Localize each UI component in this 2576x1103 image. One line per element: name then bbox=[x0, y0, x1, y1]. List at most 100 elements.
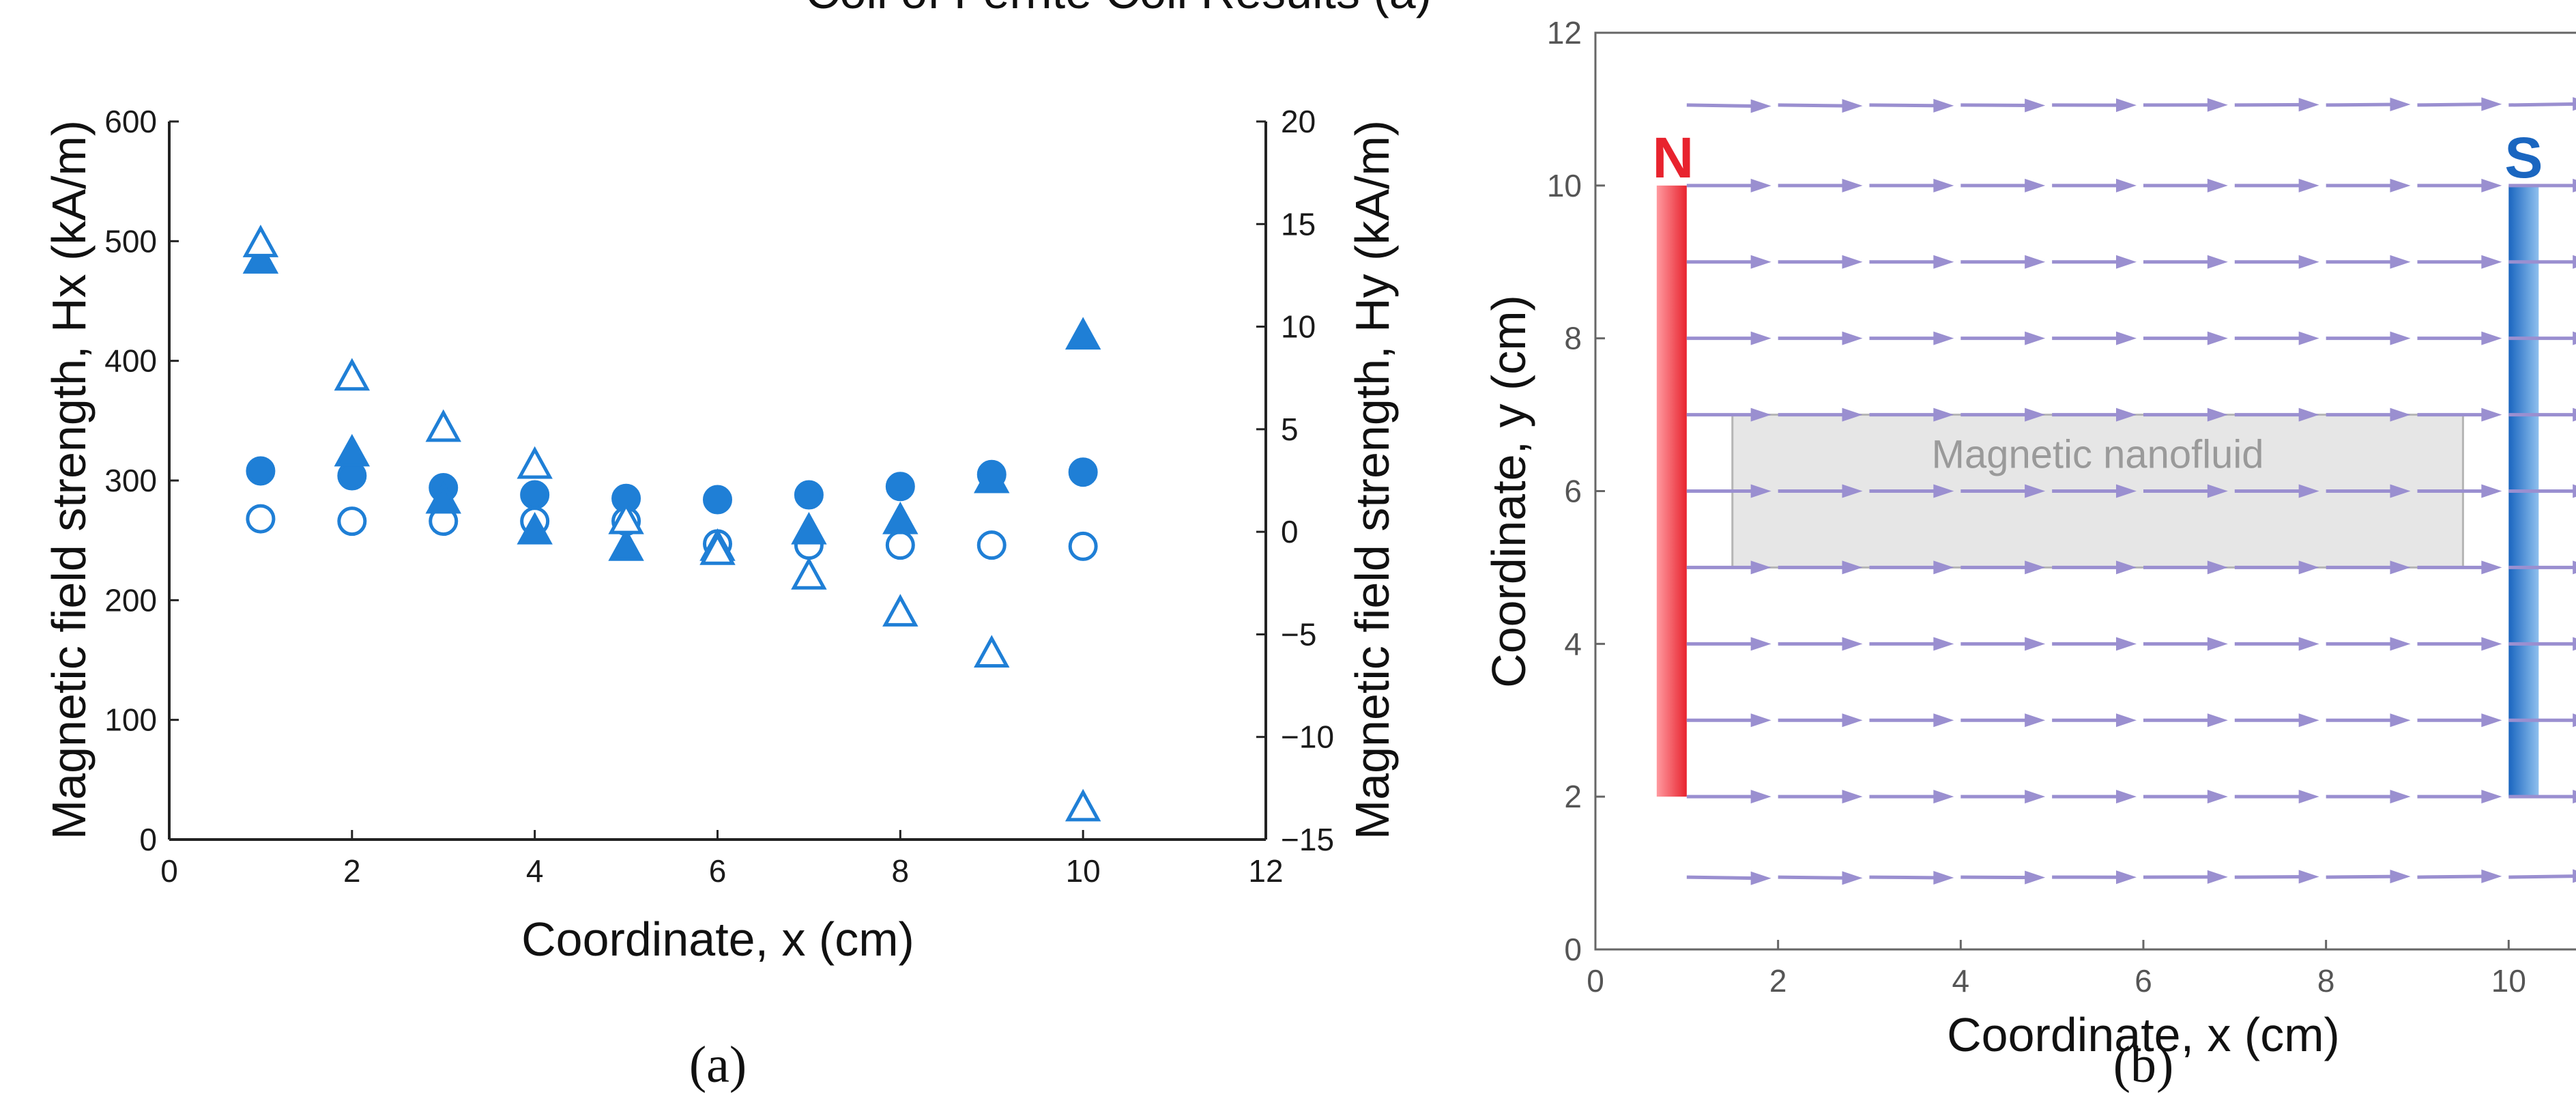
field-arrow bbox=[2052, 407, 2137, 422]
field-arrow bbox=[2052, 98, 2137, 113]
field-arrow bbox=[1686, 560, 1771, 575]
fluid-label: Magnetic nanofluid bbox=[1932, 433, 2264, 477]
b-x-tick-label: 2 bbox=[1769, 963, 1787, 999]
field-arrow bbox=[2052, 484, 2137, 498]
data-point-triangle bbox=[334, 433, 371, 467]
a-right-tick-label: −10 bbox=[1281, 719, 1334, 755]
data-point-circle bbox=[703, 485, 732, 515]
field-arrow bbox=[1960, 790, 2046, 804]
series-3 bbox=[242, 225, 1101, 822]
series-2 bbox=[242, 241, 1101, 561]
data-point-circle bbox=[794, 480, 824, 510]
field-arrow bbox=[2052, 713, 2137, 728]
data-point-triangle bbox=[974, 460, 1010, 493]
a-x-tick-label: 4 bbox=[526, 853, 544, 889]
field-arrow bbox=[1778, 99, 1863, 113]
field-arrow bbox=[1778, 484, 1863, 498]
data-point-circle bbox=[246, 456, 276, 486]
figure-title: Coil of Ferrite Coil Results (a) bbox=[805, 0, 1432, 18]
field-arrow bbox=[2326, 178, 2411, 192]
field-arrow bbox=[2234, 870, 2319, 884]
field-arrow bbox=[2052, 255, 2137, 269]
field-arrow bbox=[2052, 790, 2137, 804]
field-arrow bbox=[1778, 331, 1863, 345]
field-arrow bbox=[2326, 407, 2411, 422]
field-arrow bbox=[2234, 713, 2319, 728]
data-point-circle bbox=[520, 480, 550, 510]
field-arrow bbox=[2417, 97, 2502, 111]
field-arrow bbox=[1778, 255, 1863, 269]
panel-a-label: (a) bbox=[689, 1036, 747, 1093]
b-x-tick-label: 6 bbox=[2134, 963, 2152, 999]
field-arrow bbox=[2508, 790, 2576, 804]
panel-a: 0 2 4 6 8 10 12 0 100 200 300 400 500 600 −15 −10 −5 0 5 10… bbox=[42, 104, 1399, 1093]
field-arrow bbox=[2143, 98, 2228, 112]
b-x-tick-label: 0 bbox=[1587, 963, 1604, 999]
a-right-axis-label: Magnetic field strength, Hy (kA/m) bbox=[1346, 120, 1399, 840]
data-point-circle bbox=[1068, 457, 1098, 487]
field-arrow bbox=[1869, 713, 1954, 728]
field-arrow bbox=[2417, 637, 2502, 651]
b-y-tick-label: 8 bbox=[1564, 321, 1582, 356]
field-arrow bbox=[1869, 560, 1954, 575]
data-point-triangle bbox=[425, 481, 461, 514]
field-arrow bbox=[1686, 331, 1771, 345]
panel-b: Magnetic nanofluid NS 024681012024681012… bbox=[1482, 15, 2576, 1093]
field-arrow bbox=[1778, 178, 1863, 192]
field-arrow bbox=[1686, 637, 1771, 651]
field-arrow bbox=[1960, 407, 2046, 422]
field-arrow bbox=[2234, 560, 2319, 575]
a-left-tick-label: 400 bbox=[104, 343, 157, 379]
field-arrow bbox=[1778, 713, 1863, 728]
field-arrow bbox=[2417, 178, 2502, 192]
a-left-tick-label: 200 bbox=[104, 582, 157, 618]
a-marks bbox=[242, 225, 1101, 822]
field-arrow bbox=[2508, 407, 2576, 422]
data-point-circle bbox=[337, 506, 367, 536]
field-arrow bbox=[1686, 790, 1771, 804]
field-arrow bbox=[1869, 484, 1954, 498]
data-point-triangle bbox=[425, 409, 461, 442]
field-arrow bbox=[1686, 713, 1771, 728]
field-arrow bbox=[2234, 790, 2319, 804]
field-arrow bbox=[2052, 560, 2137, 575]
b-x-tick-label: 8 bbox=[2317, 963, 2335, 999]
data-point-circle bbox=[246, 504, 276, 534]
field-arrow bbox=[1778, 871, 1863, 885]
data-point-triangle bbox=[882, 594, 918, 627]
a-left-tick-label: 500 bbox=[104, 223, 157, 259]
field-arrow bbox=[2052, 637, 2137, 651]
field-arrow bbox=[2234, 255, 2319, 269]
field-arrow bbox=[2417, 407, 2502, 422]
b-x-tick-label: 4 bbox=[1952, 963, 1970, 999]
a-right-tick-label: 0 bbox=[1281, 514, 1299, 549]
data-point-triangle bbox=[1065, 317, 1101, 350]
a-left-tick-label: 600 bbox=[104, 104, 157, 139]
field-arrow bbox=[1869, 870, 1954, 885]
b-y-tick-label: 0 bbox=[1564, 932, 1582, 967]
field-arrow bbox=[2143, 255, 2228, 269]
field-arrow bbox=[1778, 790, 1863, 804]
field-arrow bbox=[1869, 255, 1954, 269]
data-point-triangle bbox=[882, 501, 918, 534]
field-arrow bbox=[1778, 407, 1863, 422]
field-arrow bbox=[2417, 560, 2502, 575]
a-right-tick-label: 20 bbox=[1281, 104, 1316, 139]
field-arrow bbox=[2234, 178, 2319, 192]
field-arrow bbox=[1960, 255, 2046, 269]
field-arrow bbox=[2326, 484, 2411, 498]
field-arrow bbox=[1869, 637, 1954, 651]
pole-s-label: S bbox=[2504, 126, 2543, 190]
field-arrow bbox=[2143, 637, 2228, 651]
field-arrow bbox=[1960, 560, 2046, 575]
field-arrow bbox=[2417, 331, 2502, 345]
field-arrow bbox=[2326, 790, 2411, 804]
field-arrow bbox=[1960, 178, 2046, 192]
field-arrow bbox=[2052, 178, 2137, 192]
field-arrow bbox=[2143, 407, 2228, 422]
field-arrow bbox=[1869, 331, 1954, 345]
a-left-tick-label: 300 bbox=[104, 463, 157, 498]
field-arrow bbox=[2508, 178, 2576, 192]
field-arrow bbox=[2508, 713, 2576, 728]
